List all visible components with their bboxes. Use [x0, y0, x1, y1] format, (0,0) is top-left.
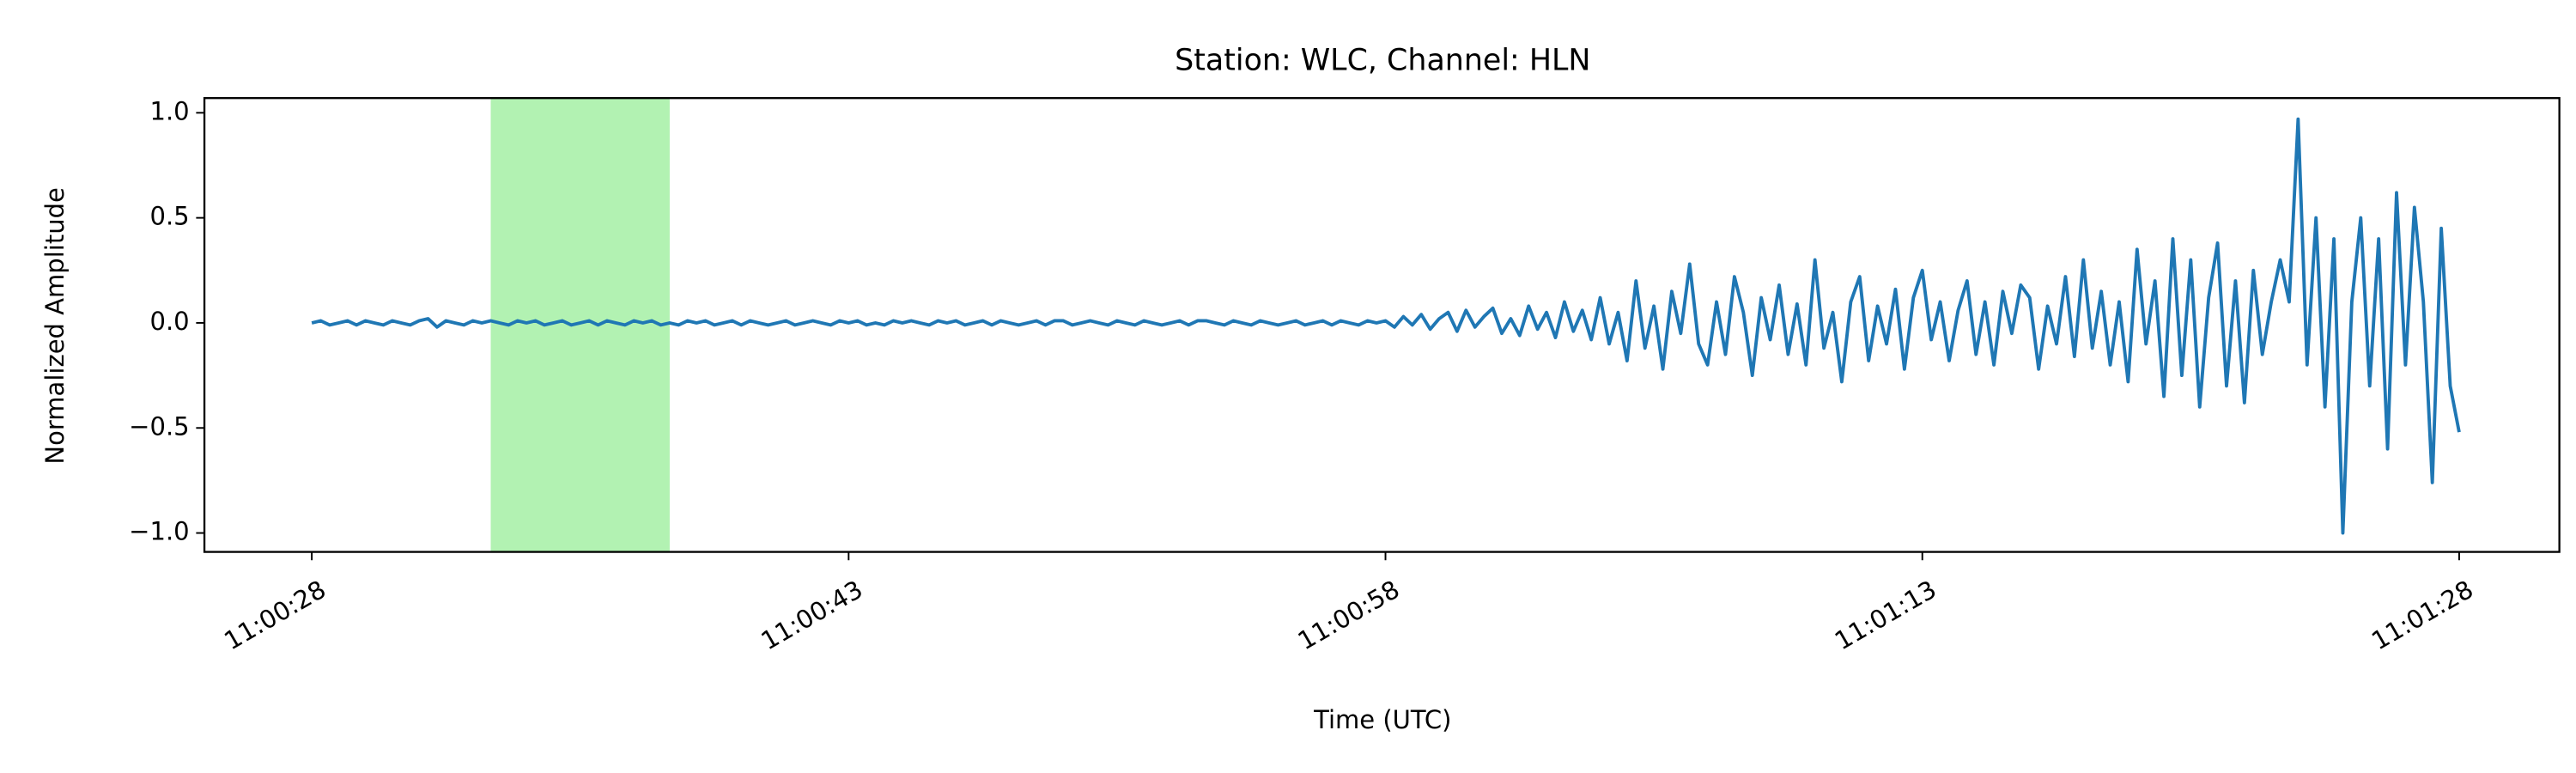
y-axis-label: Normalized Amplitude: [40, 187, 70, 464]
waveform-line: [311, 117, 2461, 535]
highlight-span: [490, 98, 670, 552]
y-tick-label: 1.0: [149, 96, 189, 125]
y-tick-label: 0.0: [149, 307, 189, 336]
y-tick-label: −0.5: [129, 411, 189, 441]
chart-title: Station: WLC, Channel: HLN: [1175, 44, 1590, 78]
axes-frame: [203, 97, 2561, 553]
x-axis-label: Time (UTC): [1313, 705, 1451, 734]
y-tick-label: −1.0: [129, 517, 189, 546]
plot-area: [311, 98, 2461, 552]
y-tick-label: 0.5: [149, 202, 189, 231]
